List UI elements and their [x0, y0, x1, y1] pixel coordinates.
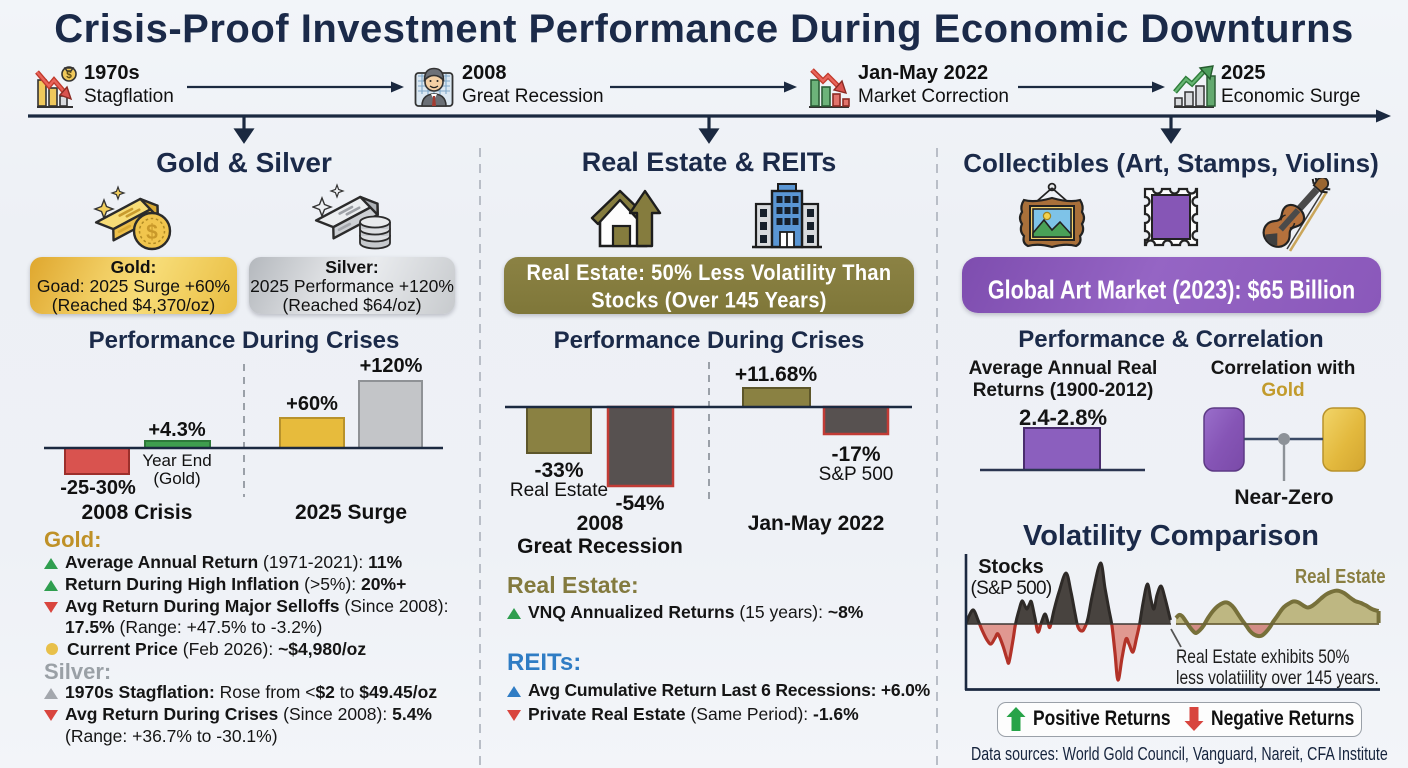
svg-text:$: $ — [66, 70, 72, 81]
svg-text:$: $ — [146, 221, 158, 244]
